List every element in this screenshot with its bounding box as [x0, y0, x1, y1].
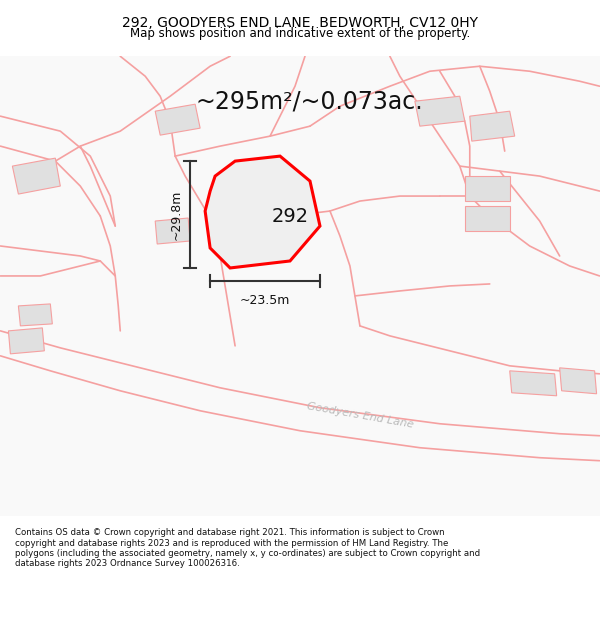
Polygon shape — [155, 104, 200, 135]
Polygon shape — [415, 96, 465, 126]
Polygon shape — [560, 368, 596, 394]
Text: Map shows position and indicative extent of the property.: Map shows position and indicative extent… — [130, 27, 470, 40]
Polygon shape — [8, 328, 44, 354]
Text: 292: 292 — [271, 206, 308, 226]
Text: Goodyers End Lane: Goodyers End Lane — [306, 401, 414, 430]
Text: ~295m²/~0.073ac.: ~295m²/~0.073ac. — [195, 89, 423, 113]
Polygon shape — [510, 371, 557, 396]
Polygon shape — [470, 111, 515, 141]
Polygon shape — [465, 176, 510, 201]
Polygon shape — [205, 156, 320, 268]
Text: 292, GOODYERS END LANE, BEDWORTH, CV12 0HY: 292, GOODYERS END LANE, BEDWORTH, CV12 0… — [122, 16, 478, 29]
Polygon shape — [13, 158, 61, 194]
Text: ~23.5m: ~23.5m — [240, 294, 290, 308]
Polygon shape — [19, 304, 52, 326]
Text: Contains OS data © Crown copyright and database right 2021. This information is : Contains OS data © Crown copyright and d… — [15, 528, 480, 568]
Polygon shape — [465, 206, 510, 231]
Polygon shape — [155, 218, 190, 244]
Text: ~29.8m: ~29.8m — [170, 189, 182, 240]
